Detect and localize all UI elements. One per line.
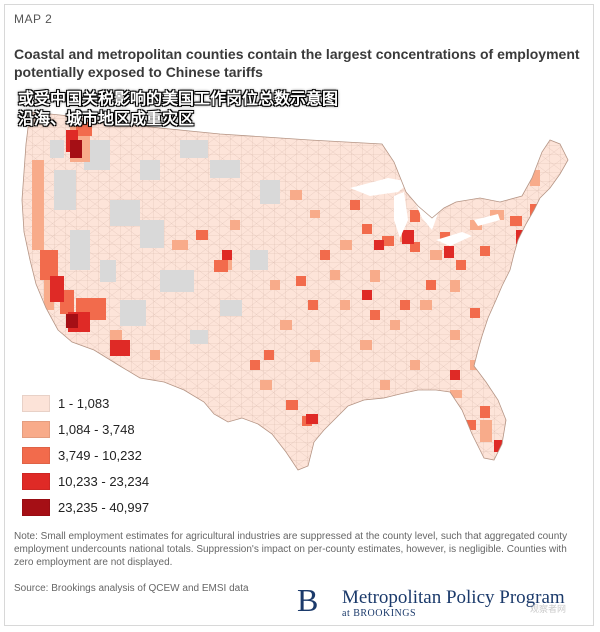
figure-frame [4,4,594,626]
footnote: Note: Small employment estimates for agr… [14,531,568,568]
chinese-caption-overlay: 或受中国关税影响的美国工作岗位总数示意图 沿海、城市地区成重灾区 [18,89,338,129]
legend-label: 10,233 - 23,234 [58,473,150,489]
legend-label: 1 - 1,083 [58,395,110,411]
legend-item-tier-5: 23,235 - 40,997 [22,497,149,517]
source-line: Source: Brookings analysis of QCEW and E… [14,583,249,594]
chinese-caption-line-1: 或受中国关税影响的美国工作岗位总数示意图 [18,89,339,108]
legend-label: 23,235 - 40,997 [58,499,150,515]
legend-swatch [22,472,50,490]
program-affiliation: at BROOKINGS [342,608,417,619]
legend-swatch [22,446,50,464]
watermark: 观察者网 [530,604,567,614]
legend-swatch [22,498,50,516]
program-name: Metropolitan Policy Program [342,587,565,608]
brookings-logo-b: B [297,582,319,618]
legend-label: 3,749 - 10,232 [58,447,142,463]
legend-item-tier-2: 1,084 - 3,748 [22,419,135,439]
no-data-areas [50,140,280,344]
legend-swatch [22,394,50,412]
legend-item-tier-4: 10,233 - 23,234 [22,471,149,491]
chinese-caption-line-2: 沿海、城市地区成重灾区 [18,109,195,128]
us-county-map [21,111,569,471]
legend-label: 1,084 - 3,748 [58,421,135,437]
legend-item-tier-3: 3,749 - 10,232 [22,445,142,465]
legend-item-tier-1: 1 - 1,083 [22,393,109,413]
map-number-label: MAP 2 [14,12,53,26]
legend-swatch [22,420,50,438]
great-lakes [350,178,500,246]
map-title: Coastal and metropolitan counties contai… [14,46,580,80]
